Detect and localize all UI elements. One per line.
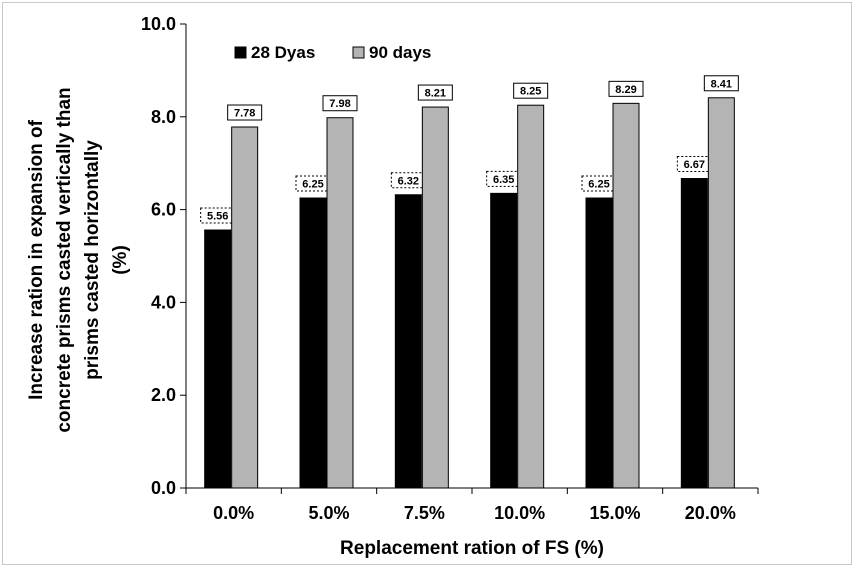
x-tick-label: 15.0% [589,503,640,523]
bar-28-days [585,197,613,489]
data-label: 6.35 [493,174,514,186]
data-label-box [608,80,644,97]
data-label-box [322,95,358,112]
y-axis-title-line-1: Increase ration in expansion of [26,119,47,399]
y-axis-title-line-2: concrete prisms casted vertically than [54,87,75,432]
bar-28-days [394,194,422,489]
x-axis-title: Replacement ration of FS (%) [340,538,604,559]
y-tick-label: 0.0 [151,478,176,498]
data-label: 6.67 [684,159,705,171]
bar-28-days [680,178,708,489]
legend-swatch [352,46,365,59]
data-label: 6.25 [588,179,609,191]
y-tick-label: 4.0 [151,292,176,312]
legend-label: 90 days [369,43,431,62]
bar-90-days [231,126,259,489]
bar-28-days [204,229,232,489]
y-tick-label: 2.0 [151,385,176,405]
data-label-box [417,84,453,101]
bar-90-days [517,104,545,489]
data-label: 5.56 [207,211,228,223]
data-label: 8.29 [615,84,636,96]
bar-90-days [612,102,640,489]
data-label: 8.21 [425,88,446,100]
data-label: 7.98 [329,98,350,110]
y-tick-label: 8.0 [151,107,176,127]
bar-90-days [421,106,449,489]
data-label-box [513,82,549,99]
data-label: 8.41 [711,78,732,90]
x-tick-label: 7.5% [404,503,445,523]
bar-28-days [299,197,327,489]
bar-90-days [707,97,735,489]
data-label-box [703,75,739,92]
x-tick-label: 20.0% [685,503,736,523]
y-axis-title: Increase ration in expansion of concrete… [26,87,131,432]
data-label: 7.78 [234,108,255,120]
y-axis-title-line-3: prisms casted horizontally [82,140,103,380]
legend-swatch [234,46,247,59]
bar-28-days [490,192,518,489]
y-tick-label: 6.0 [151,200,176,220]
y-tick-label: 10.0 [141,14,176,34]
data-label: 6.25 [302,179,323,191]
bar-90-days [326,117,354,489]
data-label-box [227,104,263,121]
x-tick-label: 10.0% [494,503,545,523]
x-tick-label: 0.0% [213,503,254,523]
y-axis-title-line-4: (%) [110,245,131,275]
x-tick-label: 5.0% [308,503,349,523]
legend-label: 28 Dyas [251,43,315,62]
data-label: 6.32 [398,175,419,187]
data-label: 8.25 [520,86,541,98]
